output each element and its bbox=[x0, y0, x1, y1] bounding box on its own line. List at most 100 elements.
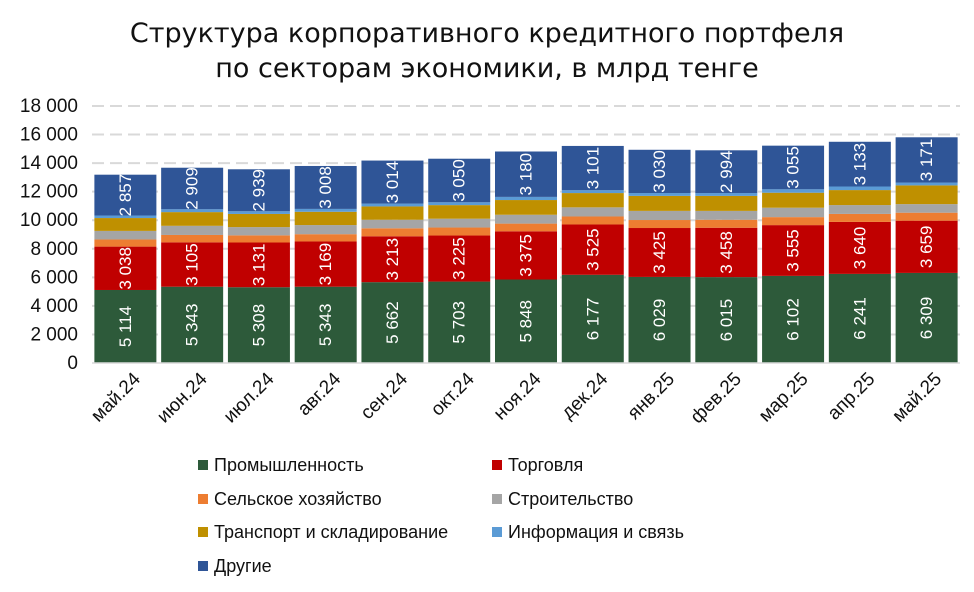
data-label: 6 177 bbox=[583, 298, 602, 341]
data-label: 3 014 bbox=[383, 161, 402, 204]
bar-segment bbox=[227, 213, 290, 228]
bar-segment bbox=[294, 211, 357, 226]
legend-swatch bbox=[198, 527, 208, 537]
legend-swatch bbox=[492, 527, 502, 537]
data-label: 3 133 bbox=[850, 143, 869, 186]
bar-segment bbox=[695, 219, 758, 228]
bar-segment bbox=[428, 205, 491, 219]
data-label: 3 375 bbox=[517, 234, 536, 277]
bar-segment bbox=[695, 210, 758, 220]
data-label: 6 309 bbox=[917, 297, 936, 340]
y-tick-label: 18 000 bbox=[20, 96, 78, 117]
bar-segment bbox=[628, 228, 691, 277]
y-tick-label: 12 000 bbox=[20, 182, 78, 203]
bar-segment bbox=[227, 169, 290, 212]
bar-segment bbox=[695, 195, 758, 211]
data-label: 5 343 bbox=[183, 304, 202, 347]
data-label: 3 659 bbox=[917, 226, 936, 269]
x-tick-label: дек.24 bbox=[558, 368, 613, 423]
bar-segment bbox=[561, 193, 624, 208]
bar-segment bbox=[294, 208, 357, 212]
bar-segment bbox=[161, 234, 224, 243]
x-tick-label: май.25 bbox=[888, 369, 946, 427]
bar-segment bbox=[161, 242, 224, 287]
bar-segment bbox=[695, 227, 758, 278]
legend-label: Информация и связь bbox=[508, 522, 684, 542]
bar-segment bbox=[361, 228, 424, 237]
bar-segment bbox=[161, 286, 224, 363]
bar-segment bbox=[94, 246, 157, 290]
chart-title-line-1: Структура корпоративного кредитного порт… bbox=[130, 18, 844, 49]
legend-label: Строительство bbox=[508, 489, 633, 509]
bar-segment bbox=[628, 149, 691, 194]
bar-stack: 6 309 3 659 3 171 bbox=[895, 137, 958, 363]
bar-segment bbox=[895, 137, 958, 183]
data-label: 3 640 bbox=[850, 227, 869, 270]
bar-segment bbox=[628, 276, 691, 363]
bar-stack: 5 343 3 169 3 008 bbox=[294, 165, 357, 363]
legend-swatch bbox=[198, 460, 208, 470]
data-label: 3 458 bbox=[717, 231, 736, 274]
bar-stack: 6 241 3 640 3 133 bbox=[828, 141, 891, 363]
bar-segment bbox=[628, 210, 691, 221]
data-label: 3 008 bbox=[316, 166, 335, 209]
bar-segment bbox=[495, 223, 557, 232]
bar-segment bbox=[495, 200, 557, 215]
bar-segment bbox=[561, 216, 624, 225]
legend-item: Строительство bbox=[492, 489, 633, 509]
bar-segment bbox=[294, 286, 357, 363]
bar-segment bbox=[361, 160, 424, 204]
bar-segment bbox=[561, 190, 624, 194]
y-tick-label: 4 000 bbox=[30, 296, 78, 317]
legend-label: Промышленность bbox=[214, 455, 364, 475]
bar-segment bbox=[227, 242, 290, 288]
bar-segment bbox=[495, 279, 557, 363]
legend-item: Транспорт и складирование bbox=[198, 522, 448, 542]
data-label: 3 555 bbox=[784, 229, 803, 272]
x-tick-label: июл.24 bbox=[220, 368, 279, 427]
bar-segment bbox=[428, 218, 491, 228]
bar-segment bbox=[227, 211, 290, 214]
data-label: 6 241 bbox=[850, 297, 869, 340]
bar-segment bbox=[762, 217, 825, 226]
bar-segment bbox=[828, 273, 891, 363]
x-tick-label: ноя.24 bbox=[490, 368, 546, 424]
y-tick-label: 0 bbox=[67, 353, 78, 374]
data-label: 3 225 bbox=[450, 237, 469, 280]
legend-swatch bbox=[198, 494, 208, 504]
bar-segment bbox=[628, 193, 691, 196]
bar-segment bbox=[895, 204, 958, 213]
bar-segment bbox=[695, 150, 758, 194]
bar-segment bbox=[762, 207, 825, 218]
legend-item: Информация и связь bbox=[492, 522, 684, 542]
y-tick-label: 10 000 bbox=[20, 210, 78, 231]
bar-segment bbox=[294, 225, 357, 235]
x-axis: май.24 июн.24 июл.24 авг.24 сен.24 окт.24 ноя.… bbox=[87, 362, 960, 428]
bar-segment bbox=[361, 203, 424, 207]
bar-segment bbox=[695, 193, 758, 196]
bar-stack: 6 015 3 458 2 994 bbox=[695, 150, 758, 363]
x-tick-label: сен.24 bbox=[357, 368, 412, 423]
data-label: 5 703 bbox=[450, 301, 469, 344]
legend-label: Сельское хозяйство bbox=[214, 489, 382, 509]
data-label: 3 105 bbox=[183, 243, 202, 286]
data-label: 3 030 bbox=[650, 150, 669, 193]
x-tick-label: мар.25 bbox=[755, 369, 813, 427]
legend-swatch bbox=[492, 460, 502, 470]
bar-segment bbox=[895, 272, 958, 363]
bar-segment bbox=[361, 282, 424, 363]
bar-segment bbox=[828, 186, 891, 191]
legend-label: Торговля bbox=[508, 455, 583, 475]
bar-segment bbox=[828, 141, 891, 187]
data-label: 3 050 bbox=[450, 159, 469, 202]
data-label: 3 055 bbox=[784, 146, 803, 189]
legend-item: Промышленность bbox=[198, 455, 364, 475]
bar-segment bbox=[361, 236, 424, 283]
y-tick-label: 16 000 bbox=[20, 125, 78, 146]
bar-segment bbox=[161, 225, 224, 235]
bar-segment bbox=[695, 277, 758, 363]
data-label: 3 213 bbox=[383, 238, 402, 281]
bar-segment bbox=[294, 241, 357, 287]
data-label: 3 425 bbox=[650, 231, 669, 274]
